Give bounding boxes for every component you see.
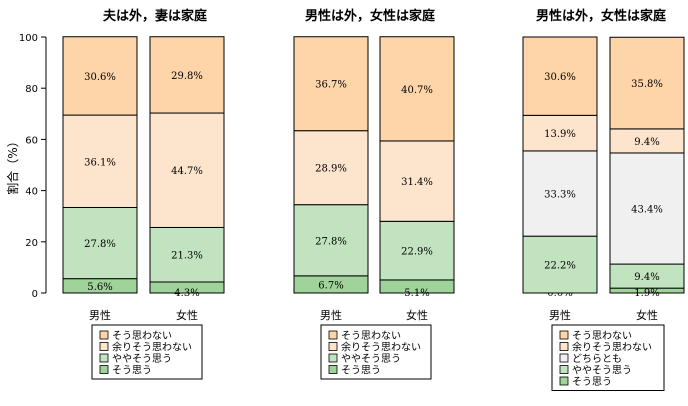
legend-label: そう思う xyxy=(112,365,152,377)
legend-swatch xyxy=(99,353,109,363)
bar-segment xyxy=(149,112,225,228)
panel-title: 男性は外，女性は家庭 xyxy=(536,8,667,24)
data-label: 40.7% xyxy=(401,85,433,96)
data-label: 5.6% xyxy=(87,282,112,293)
legend-label: そう思う xyxy=(572,376,612,388)
legend-label: そう思う xyxy=(341,365,381,377)
legend-swatch xyxy=(328,330,338,340)
data-label: 44.7% xyxy=(171,166,203,177)
data-label: 21.3% xyxy=(171,251,203,262)
legend-swatch xyxy=(328,353,338,363)
legend-label: ややそう思う xyxy=(572,365,632,377)
bar-segment xyxy=(522,114,598,152)
data-label: 30.6% xyxy=(84,72,116,83)
data-label: 1.9% xyxy=(634,288,659,299)
y-tick-label: 100 xyxy=(19,33,38,44)
y-tick-label: 80 xyxy=(25,84,38,95)
legend-label: どちらとも xyxy=(572,353,622,365)
data-label: 4.3% xyxy=(174,288,199,299)
data-label: 36.7% xyxy=(315,80,347,91)
x-tick-label: 男性 xyxy=(89,308,111,322)
bar-segment xyxy=(609,152,685,265)
data-label: 6.7% xyxy=(318,280,343,291)
legend-swatch xyxy=(559,353,569,363)
legend xyxy=(551,324,665,391)
legend xyxy=(91,324,203,380)
data-label: 36.1% xyxy=(84,157,116,168)
bar-segment xyxy=(149,36,225,114)
panel-2: 男性は外，女性は家庭 6.7% 27.8% 28.9% 36.7% 男性 5.1% 22.9%… xyxy=(293,8,455,380)
bar-segment xyxy=(522,36,598,116)
data-label: 0.0% xyxy=(547,288,572,299)
panels: 夫は外，妻は家庭0204060801005.6%27.8%36.1%30.6%男… xyxy=(19,8,685,391)
legend-swatch xyxy=(559,342,569,351)
y-tick-label: 60 xyxy=(25,135,38,146)
panel-title: 夫は外，妻は家庭 xyxy=(103,8,208,24)
bar-segment xyxy=(609,128,685,154)
bar-segment xyxy=(62,114,138,208)
x-tick-label: 女性 xyxy=(636,308,658,322)
data-label: 33.3% xyxy=(544,190,576,201)
data-label: 9.4% xyxy=(634,272,659,283)
panel-title: 男性は外，女性は家庭 xyxy=(305,8,436,24)
legend-swatch xyxy=(99,330,109,340)
bar-segment xyxy=(379,220,455,281)
data-label: 27.8% xyxy=(84,239,116,250)
legend-label: ややそう思う xyxy=(112,353,172,365)
legend-label: 余りそう思わない xyxy=(341,341,421,354)
bar-segment xyxy=(379,140,455,222)
bar-segment xyxy=(293,36,369,132)
y-axis-label: 割合（%） xyxy=(5,135,20,194)
legend-label: 余りそう思わない xyxy=(112,341,192,354)
legend-label: 余りそう思わない xyxy=(572,341,652,354)
y-tick-label: 20 xyxy=(25,238,38,249)
data-label: 31.4% xyxy=(401,177,433,188)
bar-segment xyxy=(293,204,369,277)
legend-label: そう思わない xyxy=(341,330,401,342)
legend-swatch xyxy=(559,376,569,386)
x-tick-label: 女性 xyxy=(176,308,198,322)
legend-swatch xyxy=(559,365,569,374)
data-label: 22.2% xyxy=(544,261,576,272)
data-label: 13.9% xyxy=(544,129,576,140)
x-tick-label: 男性 xyxy=(549,308,571,322)
data-label: 29.8% xyxy=(171,71,203,82)
data-label: 9.4% xyxy=(634,137,659,148)
y-tick-label: 0 xyxy=(32,289,38,300)
data-label: 43.4% xyxy=(631,205,663,216)
data-label: 22.9% xyxy=(401,247,433,258)
panel-3: 男性は外，女性は家庭 0.0% 22.2% 33.3% 13.9% 30.6% 男性 1.9%… xyxy=(522,8,685,391)
y-tick-label: 40 xyxy=(25,187,38,198)
legend xyxy=(320,324,432,380)
data-label: 28.9% xyxy=(315,164,347,175)
legend-swatch xyxy=(99,365,109,374)
legend-swatch xyxy=(559,330,569,340)
legend-swatch xyxy=(328,365,338,374)
bar-segment xyxy=(62,36,138,116)
x-tick-label: 男性 xyxy=(320,308,342,322)
bar-segment xyxy=(609,36,685,130)
bar-segment xyxy=(149,226,225,283)
bar-segment xyxy=(522,150,598,237)
bar-segment xyxy=(379,36,455,142)
legend-label: ややそう思う xyxy=(341,353,401,365)
legend-swatch xyxy=(99,342,109,351)
data-label: 5.1% xyxy=(404,288,429,299)
panel-1: 夫は外，妻は家庭 0 20 40 60 80 100 5.6% 27.8% 36.1% 30.6% 男… xyxy=(19,8,225,380)
data-label: 30.6% xyxy=(544,72,576,83)
bar-segment xyxy=(522,235,598,294)
bar-segment xyxy=(293,130,369,206)
x-tick-label: 女性 xyxy=(406,308,428,322)
data-label: 27.8% xyxy=(315,236,347,247)
legend-swatch xyxy=(328,342,338,351)
legend-label: そう思わない xyxy=(112,330,172,342)
legend-label: そう思わない xyxy=(572,330,632,342)
data-label: 35.8% xyxy=(631,79,663,90)
